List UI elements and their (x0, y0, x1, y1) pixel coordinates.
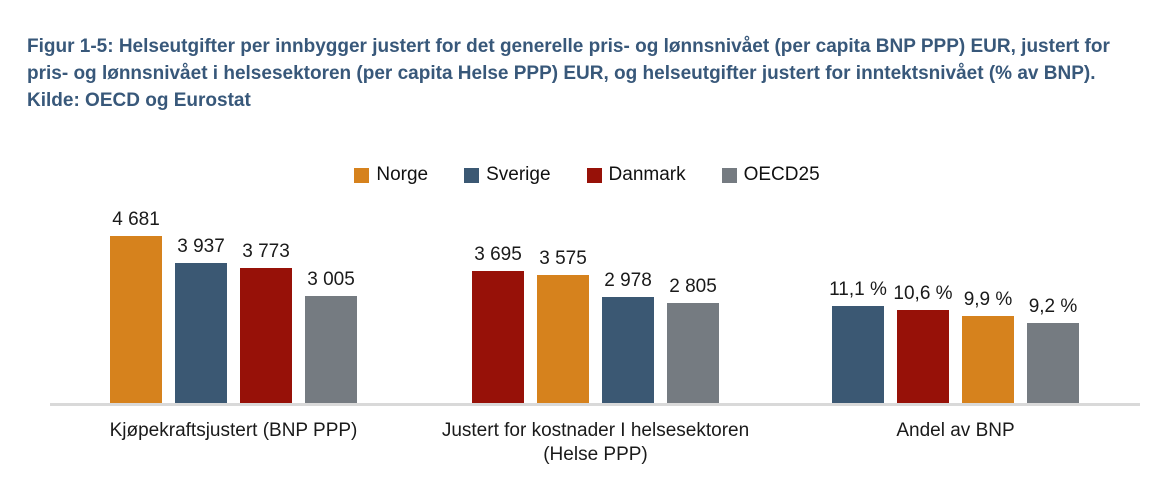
legend-label: OECD25 (743, 164, 820, 185)
bar-slot: 3 773 (240, 241, 292, 403)
bar-sverige-group3 (832, 306, 884, 403)
bar-slot: 3 005 (305, 269, 357, 403)
bar-slot: 2 978 (602, 270, 654, 403)
bar-slot: 3 695 (472, 244, 524, 403)
bar-slot: 10,6 % (893, 283, 953, 403)
legend-label: Norge (376, 164, 429, 185)
bar-group-andel-av-bnp: 11,1 % 10,6 % 9,9 % 9,2 % (829, 279, 1079, 403)
bar-value-label: 2 978 (604, 270, 652, 291)
bar-danmark-group3 (897, 310, 949, 403)
x-axis-line (50, 403, 1140, 406)
bar-oecd25-group2 (667, 303, 719, 403)
figure-title: Figur 1-5: Helseutgifter per innbygger j… (27, 36, 1110, 111)
bar-sverige-group2 (602, 297, 654, 403)
bar-value-label: 3 937 (177, 236, 225, 257)
bar-slot: 9,9 % (962, 289, 1014, 403)
bar-oecd25-group3 (1027, 323, 1079, 403)
bar-value-label: 3 773 (242, 241, 290, 262)
bar-value-label: 3 575 (539, 248, 587, 269)
category-label-justert-for-kostnader-i-helsesektoren: Justert for kostnader I helsesektoren (He… (442, 419, 749, 467)
bar-norge-group2 (537, 275, 589, 403)
bar-value-label: 10,6 % (893, 283, 953, 304)
bar-norge-group1 (110, 236, 162, 403)
bar-value-label: 11,1 % (829, 279, 887, 300)
category-label-line: Kjøpekraftsjustert (BNP PPP) (109, 420, 358, 441)
category-label-line: (Helse PPP) (543, 444, 648, 465)
bar-sverige-group1 (175, 263, 227, 403)
legend-item-norge: Norge (354, 164, 428, 186)
bar-value-label: 9,2 % (1028, 296, 1078, 317)
bar-value-label: 3 005 (307, 269, 355, 290)
category-label-andel-av-bnp: Andel av BNP (896, 419, 1014, 443)
legend-swatch-oecd25 (721, 167, 737, 183)
bar-slot: 3 937 (175, 236, 227, 403)
legend-swatch-sverige (464, 167, 480, 183)
legend-swatch-danmark (586, 167, 602, 183)
bar-slot: 3 575 (537, 248, 589, 403)
legend: Norge Sverige Danmark OECD25 (0, 164, 1174, 186)
bar-slot: 4 681 (110, 209, 162, 403)
legend-label: Sverige (486, 164, 551, 185)
category-label-line: Justert for kostnader I helsesektoren (441, 420, 750, 441)
bar-value-label: 4 681 (112, 209, 160, 230)
bar-value-label: 3 695 (474, 244, 522, 265)
bar-oecd25-group1 (305, 296, 357, 403)
bar-danmark-group1 (240, 268, 292, 403)
legend-item-sverige: Sverige (464, 164, 551, 186)
bar-danmark-group2 (472, 271, 524, 403)
category-label-kj-pekraftsjustert-bnp-ppp-: Kjøpekraftsjustert (BNP PPP) (110, 419, 358, 443)
legend-item-oecd25: OECD25 (721, 164, 820, 186)
bar-value-label: 9,9 % (963, 289, 1013, 310)
bar-slot: 9,2 % (1027, 296, 1079, 403)
category-label-line: Andel av BNP (896, 420, 1015, 441)
bar-group-kj-pekraftsjustert-bnp-ppp-: 4 681 3 937 3 773 3 005 (110, 209, 357, 403)
bar-norge-group3 (962, 316, 1014, 403)
bar-group-justert-for-kostnader-i-helsesektoren: 3 695 3 575 2 978 2 805 (472, 244, 719, 403)
bar-slot: 2 805 (667, 276, 719, 403)
legend-item-danmark: Danmark (586, 164, 686, 186)
legend-label: Danmark (608, 164, 686, 185)
bar-slot: 11,1 % (829, 279, 887, 403)
legend-swatch-norge (354, 167, 370, 183)
bar-value-label: 2 805 (669, 276, 717, 297)
